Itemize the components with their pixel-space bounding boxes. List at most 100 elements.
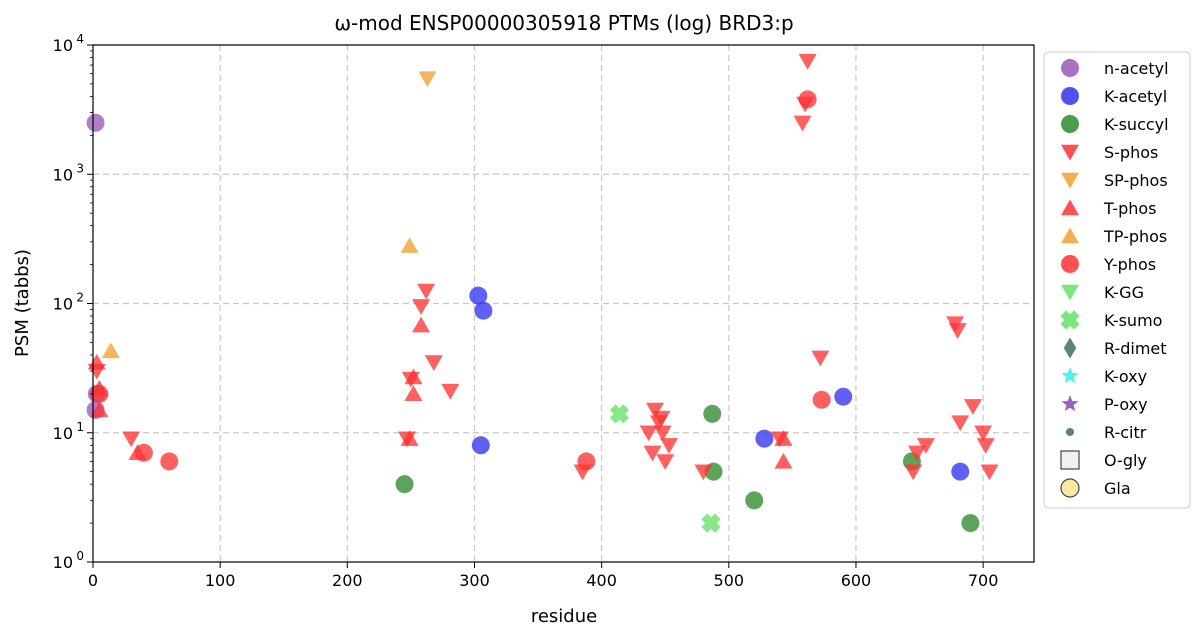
point-s-phos [424, 355, 443, 371]
legend-marker-s-phos [1061, 144, 1079, 161]
y-tick-exponent: 1 [76, 420, 84, 434]
legend-marker-r-citr [1065, 427, 1075, 437]
legend-marker-k-gg [1061, 284, 1079, 301]
legend-marker-k-oxy [1061, 367, 1079, 384]
x-tick-label: 200 [332, 571, 363, 590]
point-k-acetyl [951, 462, 970, 481]
point-s-phos [653, 425, 672, 442]
point-s-phos [976, 438, 995, 454]
point-s-phos [417, 283, 436, 300]
point-k-acetyl [834, 387, 853, 406]
y-tick-base: 10 [53, 295, 73, 314]
legend-label-r-dimet: R-dimet [1104, 339, 1167, 358]
point-y-phos [134, 443, 153, 462]
point-t-phos [774, 430, 793, 446]
point-k-acetyl [469, 286, 488, 305]
point-t-phos [90, 401, 109, 418]
point-s-phos [980, 464, 999, 481]
y-tick-base: 10 [53, 165, 73, 184]
point-s-phos [948, 323, 967, 339]
point-s-phos [974, 425, 993, 442]
legend-label-t-phos: T-phos [1103, 199, 1157, 218]
y-tick-exponent: 2 [76, 291, 84, 305]
point-tp-phos [400, 237, 419, 253]
legend-marker-n-acetyl [1061, 59, 1079, 77]
legend-marker-gla [1060, 478, 1080, 498]
point-t-phos [774, 452, 793, 469]
legend-label-p-oxy: P-oxy [1104, 395, 1148, 414]
y-tick-label: 10 [53, 295, 73, 314]
point-s-phos [951, 415, 970, 432]
point-k-succyl [395, 475, 414, 494]
point-s-phos [904, 464, 923, 481]
y-tick-label: 10 [53, 424, 73, 443]
legend-label-y-phos: Y-phos [1103, 255, 1156, 274]
point-k-sumo [701, 513, 721, 533]
legend-marker-t-phos [1061, 199, 1079, 216]
point-s-phos [652, 410, 671, 427]
x-tick-label: 100 [205, 571, 236, 590]
point-s-phos [660, 438, 679, 454]
data-points [86, 53, 999, 533]
point-y-phos [90, 384, 109, 403]
point-s-phos [694, 464, 713, 481]
point-s-phos [811, 350, 830, 367]
legend-marker-r-dimet [1063, 337, 1077, 359]
legend-marker-k-sumo [1060, 310, 1080, 330]
point-s-phos [798, 53, 817, 70]
x-axis-label: residue [531, 606, 597, 627]
point-tp-phos [101, 342, 120, 359]
point-s-phos [441, 383, 460, 400]
chart-title: ω-mod ENSP00000305918 PTMs (log) BRD3:p [334, 11, 793, 35]
legend-label-r-citr: R-citr [1104, 423, 1147, 442]
y-tick-base: 10 [53, 424, 73, 443]
point-s-phos [656, 454, 675, 470]
legend-label-k-succyl: K-succyl [1104, 115, 1169, 134]
point-s-phos [122, 431, 141, 448]
y-tick-exponent: 4 [76, 32, 84, 46]
grid-lines [93, 44, 1034, 562]
legend-marker-k-succyl [1061, 115, 1079, 133]
legend-label-k-acetyl: K-acetyl [1104, 87, 1167, 106]
point-n-acetyl [86, 113, 105, 132]
x-tick-label: 700 [968, 571, 999, 590]
legend-marker-tp-phos [1061, 227, 1079, 244]
point-s-phos [412, 299, 431, 315]
legend-frame [1043, 51, 1191, 509]
point-t-phos [400, 430, 419, 446]
legend: n-acetyl K-acetyl K-succyl S-phos SP-phos T-p… [1043, 51, 1191, 509]
legend-label-s-phos: S-phos [1104, 143, 1158, 162]
point-s-phos [963, 399, 982, 415]
point-y-phos [160, 452, 179, 471]
x-tick-label: 600 [841, 571, 872, 590]
point-y-phos [577, 452, 596, 471]
legend-marker-sp-phos [1061, 172, 1079, 189]
legend-marker-o-gly [1060, 450, 1080, 470]
point-s-phos [646, 402, 665, 419]
point-t-phos [404, 368, 423, 385]
point-s-phos [793, 115, 812, 132]
point-t-phos [404, 385, 423, 402]
point-t-phos [412, 316, 431, 333]
x-tick-label: 300 [459, 571, 490, 590]
y-tick-base: 10 [53, 553, 73, 572]
x-tick-label: 0 [88, 571, 98, 590]
y-tick-label: 10 [53, 36, 73, 55]
point-s-phos [916, 438, 935, 454]
legend-label-o-gly: O-gly [1104, 451, 1147, 470]
legend-marker-k-acetyl [1061, 87, 1079, 105]
legend-label-k-oxy: K-oxy [1104, 367, 1147, 386]
point-s-phos [639, 425, 658, 442]
y-axis-label: PSM (tabbs) [12, 249, 33, 357]
point-sp-phos [418, 71, 437, 88]
point-k-acetyl [471, 436, 490, 455]
legend-marker-y-phos [1061, 255, 1079, 273]
legend-label-k-sumo: K-sumo [1104, 311, 1162, 330]
legend-label-sp-phos: SP-phos [1104, 171, 1168, 190]
y-tick-label: 10 [53, 165, 73, 184]
point-k-succyl [961, 514, 980, 533]
y-tick-base: 10 [53, 36, 73, 55]
point-k-sumo [609, 404, 630, 424]
